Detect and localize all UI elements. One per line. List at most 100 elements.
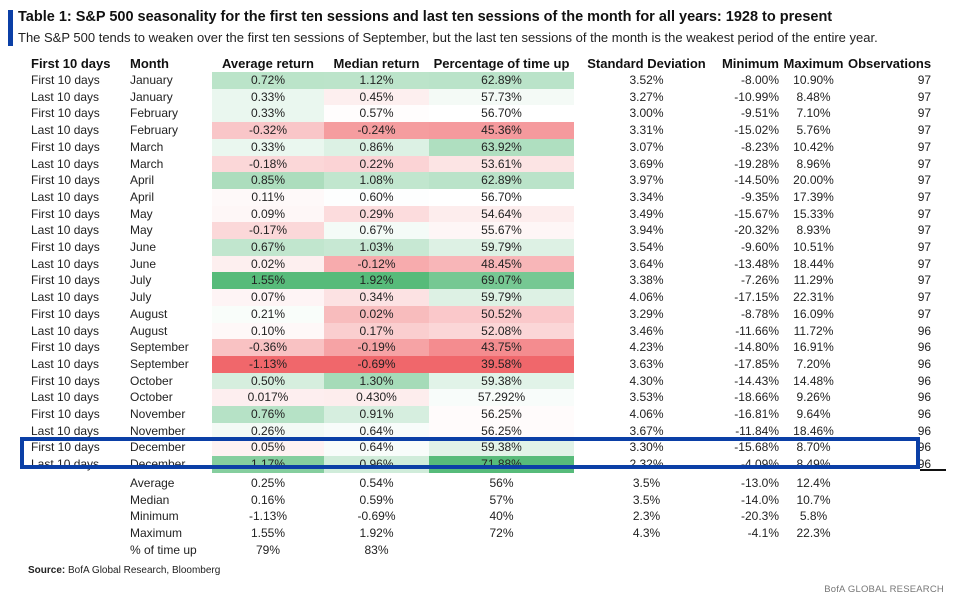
- cell-pct-time-up: 53.61%: [429, 155, 574, 173]
- cell-period: First 10 days: [31, 240, 100, 255]
- summary-cell-month: % of time up: [130, 542, 197, 557]
- cell-period: First 10 days: [31, 306, 100, 321]
- table-row: First 10 days March 0.33% 0.86% 63.92% 3.07% -…: [25, 138, 931, 156]
- cell-month: August: [130, 323, 168, 338]
- cell-pct-time-up: 56.70%: [429, 105, 574, 123]
- cell-maximum: 20.00%: [793, 173, 834, 188]
- cell-median-return: 1.08%: [324, 172, 429, 189]
- summary-cell-period: [25, 525, 130, 542]
- cell-period: Last 10 days: [31, 290, 100, 305]
- cell-average-return: 0.11%: [212, 188, 324, 206]
- cell-average-return: 0.09%: [212, 205, 324, 223]
- cell-pct-time-up: 59.38%: [429, 372, 574, 390]
- source-note: Source: BofA Global Research, Bloomberg: [28, 565, 220, 576]
- summary-cell-median-return: 0.54%: [359, 475, 394, 490]
- cell-period: First 10 days: [31, 73, 100, 87]
- summary-cell-average-return: -1.13%: [248, 509, 288, 524]
- cell-pct-time-up: 63.92%: [429, 138, 574, 156]
- cell-minimum: -8.78%: [740, 306, 779, 321]
- cell-observations: 96: [917, 373, 932, 388]
- cell-average-return: 0.33%: [212, 105, 324, 123]
- seasonality-table: First 10 days Month Average return Median r…: [25, 56, 931, 558]
- cell-minimum: -9.35%: [740, 189, 779, 204]
- cell-maximum: 8.49%: [796, 457, 831, 472]
- cell-median-return: -0.19%: [324, 339, 429, 356]
- cell-observations: 97: [917, 223, 932, 238]
- cell-maximum: 10.90%: [793, 73, 834, 87]
- cell-observations: 97: [917, 240, 932, 255]
- summary-cell-pct-time-up: 72%: [489, 525, 514, 540]
- header-std-dev: Standard Deviation: [587, 56, 706, 71]
- cell-minimum: -10.99%: [734, 89, 779, 104]
- cell-observations: 97: [917, 73, 932, 87]
- summary-cell-minimum: [719, 542, 779, 559]
- cell-period: Last 10 days: [31, 223, 100, 238]
- cell-minimum: -11.66%: [735, 323, 779, 338]
- cell-month: April: [130, 173, 155, 188]
- cell-observations: 96: [917, 440, 932, 455]
- cell-average-return: 0.67%: [212, 239, 324, 256]
- cell-observations: 97: [917, 89, 932, 104]
- summary-cell-average-return: 0.25%: [250, 475, 286, 490]
- cell-period: Last 10 days: [31, 256, 100, 271]
- cell-median-return: 0.67%: [324, 222, 429, 240]
- cell-observations: 97: [917, 189, 932, 204]
- cell-std-dev: 2.32%: [629, 457, 664, 472]
- cell-maximum: 9.26%: [796, 390, 831, 405]
- cell-month: December: [130, 440, 186, 455]
- table-row: First 10 days December 0.05% 0.64% 59.38% 3.3…: [25, 439, 932, 457]
- header-pct-time-up: Percentage of time up: [433, 56, 570, 71]
- summary-cell-observations: [848, 508, 931, 525]
- cell-observations: 96: [917, 340, 932, 355]
- summary-cell-month: Median: [130, 492, 170, 507]
- cell-pct-time-up: 56.70%: [429, 188, 574, 206]
- summary-cell-median-return: -0.69%: [357, 509, 396, 524]
- cell-median-return: 0.64%: [324, 439, 429, 457]
- cell-average-return: 0.02%: [212, 255, 324, 273]
- cell-maximum: 10.42%: [793, 139, 834, 154]
- cell-std-dev: 3.94%: [629, 223, 664, 238]
- cell-month: March: [130, 156, 164, 171]
- cell-average-return: 0.85%: [212, 172, 324, 189]
- summary-cell-median-return: 1.92%: [359, 525, 394, 540]
- table-row: Last 10 days February -0.32% -0.24% 45.36% 3.…: [25, 122, 931, 139]
- cell-median-return: 0.91%: [324, 406, 429, 423]
- cell-std-dev: 4.06%: [629, 407, 664, 422]
- summary-cell-pct-time-up: [429, 542, 574, 559]
- cell-std-dev: 4.30%: [629, 373, 664, 388]
- summary-cell-minimum: -20.3%: [740, 509, 779, 524]
- summary-cell-observations: [848, 542, 931, 559]
- cell-month: June: [130, 256, 157, 271]
- cell-period: First 10 days: [31, 106, 100, 121]
- cell-pct-time-up: 39.58%: [429, 355, 574, 373]
- cell-minimum: -15.02%: [734, 123, 779, 138]
- header-period: First 10 days: [31, 56, 111, 71]
- cell-month: January: [130, 89, 173, 104]
- cell-std-dev: 4.23%: [629, 340, 664, 355]
- cell-maximum: 11.29%: [793, 273, 834, 288]
- summary-cell-average-return: 0.16%: [250, 492, 286, 507]
- cell-std-dev: 3.64%: [629, 256, 664, 271]
- cell-maximum: 9.64%: [796, 407, 831, 422]
- summary-cell-std-dev: 4.3%: [632, 525, 661, 540]
- cell-month: May: [130, 206, 153, 221]
- summary-cell-minimum: -13.0%: [740, 475, 779, 490]
- cell-pct-time-up: 43.75%: [429, 339, 574, 356]
- summary-cell-observations: [848, 473, 931, 492]
- cell-std-dev: 3.07%: [629, 139, 664, 154]
- cell-minimum: -9.60%: [740, 240, 779, 255]
- cell-maximum: 8.93%: [796, 223, 831, 238]
- cell-std-dev: 3.67%: [629, 423, 664, 438]
- cell-std-dev: 4.06%: [629, 290, 664, 305]
- cell-pct-time-up: 69.07%: [429, 272, 574, 290]
- cell-period: Last 10 days: [31, 323, 100, 338]
- cell-pct-time-up: 57.292%: [429, 389, 574, 407]
- cell-minimum: -17.85%: [734, 356, 779, 371]
- cell-median-return: 0.60%: [324, 188, 429, 206]
- cell-pct-time-up: 55.67%: [429, 222, 574, 240]
- summary-cell-maximum: [779, 542, 848, 559]
- summary-cell-period: [25, 542, 130, 559]
- cell-minimum: -17.15%: [734, 290, 779, 305]
- summary-cell-maximum: 22.3%: [796, 525, 831, 540]
- cell-minimum: -20.32%: [734, 223, 779, 238]
